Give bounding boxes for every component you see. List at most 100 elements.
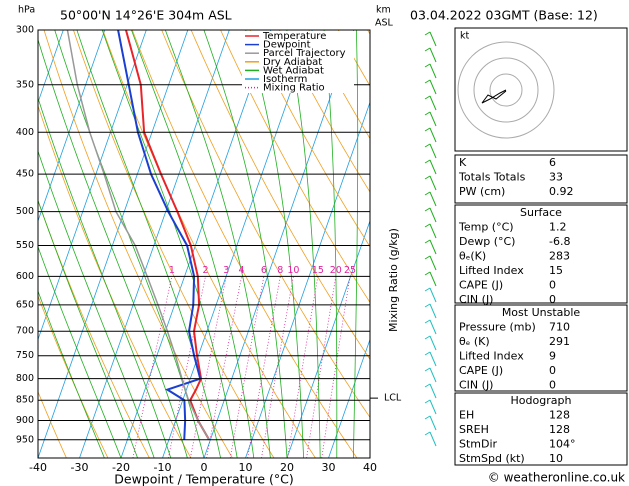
mixing-ratio-line <box>306 276 337 458</box>
table-value: 128 <box>549 409 570 422</box>
y-tick-label: 500 <box>16 206 34 217</box>
wind-barb <box>424 399 437 415</box>
x-tick-label: -20 <box>112 461 130 474</box>
table-value: 128 <box>549 423 570 436</box>
wet-adiabat <box>38 96 172 458</box>
table-key: EH <box>459 409 474 422</box>
wet-adiabat <box>101 30 238 458</box>
table-value: 0.92 <box>549 185 574 198</box>
table-key: CIN (J) <box>459 379 493 392</box>
wind-barb <box>424 191 437 207</box>
y-tick-label: 950 <box>16 434 34 445</box>
y-tick-label: 400 <box>16 127 34 138</box>
wet-adiabat <box>245 30 304 458</box>
wind-barb <box>424 31 437 47</box>
mixing-ratio-line <box>206 276 242 458</box>
hodograph-box <box>454 27 628 152</box>
x-tick-label: 30 <box>322 461 336 474</box>
wind-barb <box>424 143 437 159</box>
mixing-ratio-line <box>321 276 351 458</box>
table-key: PW (cm) <box>459 185 505 198</box>
table-value: 1.2 <box>549 221 567 234</box>
table-value: -6.8 <box>549 235 570 248</box>
x-tick-label: -30 <box>71 461 89 474</box>
dry-adiabat <box>161 30 370 419</box>
wind-barb <box>424 383 437 399</box>
wind-barb <box>424 351 437 367</box>
wind-barb <box>424 239 437 255</box>
table-box <box>454 154 628 204</box>
table-value: 283 <box>549 250 570 263</box>
table-value: 9 <box>549 350 556 363</box>
wind-barb <box>424 175 437 191</box>
table-value: 0 <box>549 364 556 377</box>
wet-adiabat <box>323 30 338 458</box>
isotherm <box>286 219 370 458</box>
table-title: Surface <box>520 206 562 219</box>
lcl-label: LCL <box>384 393 402 404</box>
date-label: 03.04.2022 03GMT (Base: 12) <box>410 8 598 23</box>
hodograph-label: kt <box>460 31 470 42</box>
table-key: θₑ (K) <box>459 335 490 348</box>
dry-adiabat <box>38 199 150 458</box>
wet-adiabat <box>203 30 288 458</box>
table-value: 33 <box>549 171 563 184</box>
table-key: Lifted Index <box>459 264 524 277</box>
y-tick-label: 800 <box>16 373 34 384</box>
table-value: 104° <box>549 438 576 451</box>
dry-adiabat <box>249 30 370 248</box>
table-value: 6 <box>549 156 556 169</box>
wind-barb <box>424 207 437 223</box>
wind-barb <box>424 79 437 95</box>
mixing-ratio-axis-label: Mixing Ratio (g/kg) <box>387 228 400 332</box>
table-value: 710 <box>549 321 570 334</box>
mixing-ratio-label: 3 <box>223 265 229 276</box>
dry-adiabat <box>38 104 192 458</box>
legend-label: Parcel Trajectory <box>263 48 346 59</box>
dry-adiabat <box>38 390 67 458</box>
wind-barb <box>424 335 437 351</box>
wind-barb <box>424 255 437 271</box>
y-tick-label: 850 <box>16 395 34 406</box>
wind-barb <box>424 111 437 127</box>
mixing-ratio-line <box>261 276 294 458</box>
table-value: 10 <box>549 452 563 465</box>
mixing-ratio-label: 2 <box>202 265 208 276</box>
wet-adiabat <box>286 30 321 458</box>
plot-frame <box>37 29 371 459</box>
x-tick-label: -10 <box>154 461 172 474</box>
y-tick-label: 650 <box>16 299 34 310</box>
wind-barb <box>424 303 437 319</box>
footer: © weatheronline.co.uk <box>488 471 625 485</box>
legend-label: Wet Adiabat <box>263 65 324 76</box>
table-value: 0 <box>549 379 556 392</box>
mixing-ratio-label: 20 <box>330 265 342 276</box>
dry-adiabat <box>43 30 233 458</box>
mixing-ratio-label: 1 <box>169 265 175 276</box>
x-tick-label: 40 <box>363 461 377 474</box>
table-key: θₑ(K) <box>459 250 486 263</box>
wind-barb <box>424 415 437 431</box>
table-key: Lifted Index <box>459 350 524 363</box>
table-key: CAPE (J) <box>459 279 503 292</box>
table-key: Totals Totals <box>458 171 526 184</box>
table-box <box>454 304 628 392</box>
y2-label: ASL <box>375 18 394 29</box>
mixing-ratio-label: 4 <box>239 265 245 276</box>
hodograph-ring <box>457 41 555 139</box>
mixing-ratio-label: 25 <box>344 265 356 276</box>
isotherm <box>162 30 313 458</box>
y-tick-label: 350 <box>16 79 34 90</box>
y-tick-label: 700 <box>16 326 34 337</box>
wind-barb <box>424 431 437 447</box>
wet-adiabat <box>369 445 370 458</box>
isotherm <box>245 101 370 458</box>
mixing-ratio-label: 8 <box>277 265 283 276</box>
mixing-ratio-line <box>287 276 319 458</box>
table-key: SREH <box>459 423 489 436</box>
x-tick-label: 0 <box>201 461 208 474</box>
legend-label: Temperature <box>262 31 326 42</box>
isotherm <box>38 30 106 223</box>
dry-adiabat <box>220 30 370 304</box>
